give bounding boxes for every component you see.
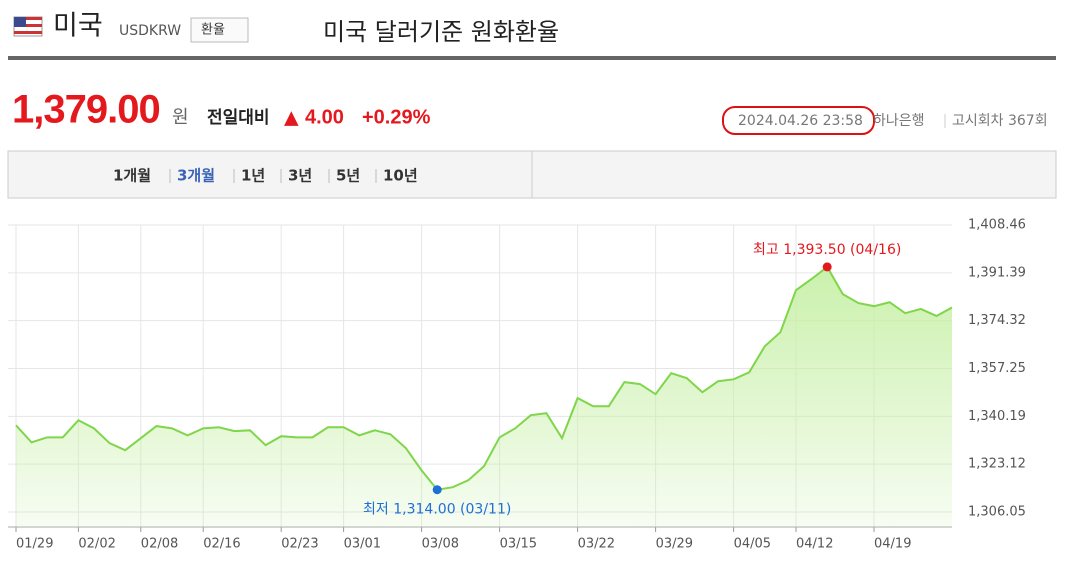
y-tick-label: 1,408.46 [968, 218, 1026, 233]
round: 고시회차 367회 [952, 113, 1048, 129]
x-tick-label: 02/16 [203, 537, 240, 552]
x-tick-label: 03/08 [422, 537, 459, 552]
tab[interactable]: 5년 [336, 167, 360, 185]
tabs: 1개월 3개월 1년 3년 5년 10년 [113, 167, 418, 185]
x-tick-label: 01/29 [16, 537, 53, 552]
line [15, 265, 953, 491]
bank: 하나은행 [873, 113, 925, 129]
high-marker [822, 262, 832, 272]
low-marker [432, 485, 442, 495]
x-tick-label: 02/08 [141, 537, 178, 552]
change-label: 전일대비 [207, 108, 270, 128]
price: 1,379.00 [12, 88, 160, 132]
flag [13, 16, 43, 37]
separator [8, 56, 1056, 60]
y-tick-label: 1,323.12 [968, 457, 1026, 472]
tab[interactable]: 1년 [241, 167, 265, 185]
highlight [722, 106, 875, 135]
x-tick-label: 02/02 [78, 537, 115, 552]
code: USDKRW [119, 23, 181, 39]
chart: 1,306.05 1,323.12 1,340.19 1,357.25 1,374.32… [8, 218, 1026, 552]
datetime: 2024.04.26 23:58 [738, 113, 863, 129]
x-tick-label: 04/12 [796, 537, 833, 552]
high-label: 최고 1,393.50 (04/16) [753, 242, 901, 258]
title: 미국 달러기준 원화환율 [323, 18, 559, 46]
tab[interactable]: 3개월 [177, 167, 215, 185]
tab[interactable]: 1개월 [113, 167, 151, 185]
y-tick-label: 1,306.05 [968, 505, 1026, 520]
price-unit: 원 [172, 107, 189, 128]
x-tick-label: 04/05 [734, 537, 771, 552]
low-label: 최저 1,314.00 (03/11) [363, 502, 511, 518]
y-tick-label: 1,357.25 [968, 361, 1026, 376]
rate-button-box[interactable] [190, 17, 249, 43]
y-tick-label: 1,391.39 [968, 265, 1026, 280]
country: 미국 [53, 11, 103, 42]
x-tick-label: 04/19 [874, 537, 911, 552]
x-tick-label: 03/22 [578, 537, 615, 552]
change: 4.00 [305, 106, 344, 128]
tab[interactable]: 10년 [383, 167, 418, 185]
x-tick-label: 03/15 [500, 537, 537, 552]
change-arrow: ▲ [284, 107, 299, 129]
change-pct: +0.29% [362, 106, 431, 128]
tab[interactable]: 3년 [288, 167, 312, 185]
y-tick-label: 1,374.32 [968, 313, 1026, 328]
x-tick-label: 03/01 [344, 537, 381, 552]
rate-button[interactable]: 환율 [201, 23, 225, 38]
area [16, 266, 952, 527]
x-tick-label: 02/23 [281, 537, 318, 552]
y-tick-label: 1,340.19 [968, 409, 1026, 424]
x-tick-label: 03/29 [656, 537, 693, 552]
